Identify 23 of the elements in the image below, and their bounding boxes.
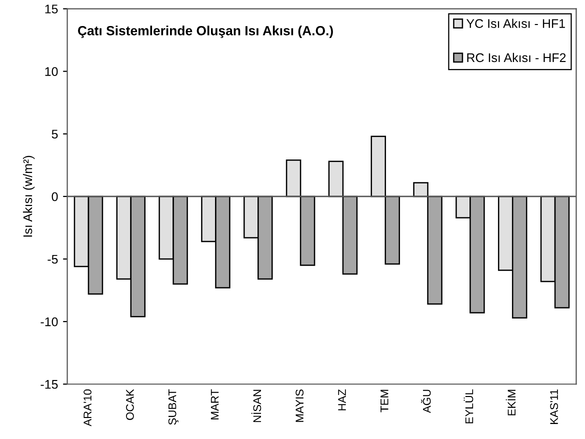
legend-label: YC Isı Akısı - HF1 — [466, 18, 565, 28]
x-tick-label: EKİM — [506, 390, 516, 416]
x-tick-label: MAYIS — [296, 389, 304, 422]
x-tick-label: ŞUBAT — [168, 389, 178, 425]
y-tick-label: 5 — [52, 130, 58, 139]
legend-label: RC Isı Akısı - HF2 — [467, 52, 566, 62]
y-axis-title: Isı Akısı (w/m²) — [22, 156, 35, 237]
x-tick-label: HAZ — [338, 389, 346, 410]
y-tick-label: -5 — [48, 254, 58, 264]
y-tick-label: 15 — [45, 4, 58, 14]
x-tick-label: MART — [210, 389, 219, 420]
y-tick-label: -10 — [40, 317, 58, 326]
x-tick-label: KAS'11 — [550, 390, 558, 424]
x-tick-label: TEM — [380, 390, 388, 412]
y-tick-label: 0 — [52, 192, 58, 202]
x-tick-label: EYLÜL — [464, 389, 474, 424]
text: Çatı Sistemlerinde Oluşan Isı Akısı (A.O.) — [78, 26, 333, 38]
x-tick-label: NİSAN — [251, 390, 262, 422]
x-tick-label: OCAK — [126, 389, 134, 420]
y-tick-label: -15 — [40, 380, 58, 389]
x-tick-label: AĞU — [421, 390, 431, 414]
y-tick-label: 10 — [45, 67, 58, 76]
x-tick-label: ARA'10 — [84, 389, 92, 426]
